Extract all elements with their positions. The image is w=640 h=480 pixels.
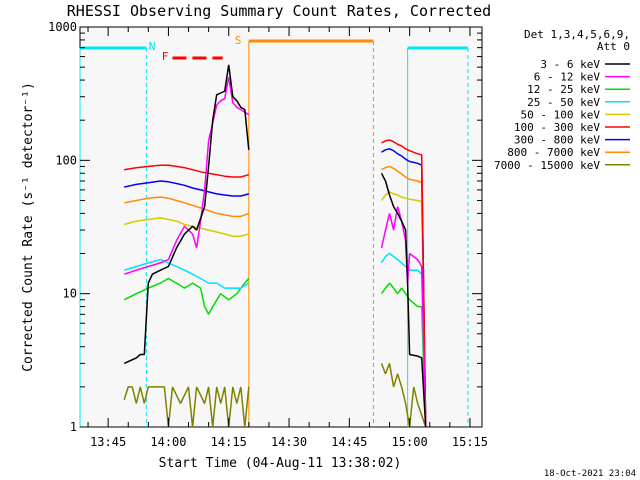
series-line-6-12-kev	[123, 77, 427, 428]
marker-label-s: S	[235, 34, 242, 47]
series-layer	[123, 64, 427, 428]
x-axis-label: Start Time (04-Aug-11 13:38:02)	[159, 456, 402, 471]
x-tick-label: 13:45	[90, 435, 126, 449]
series-line-7000-15000-kev	[123, 363, 427, 428]
plot-area	[79, 26, 483, 428]
axes-layer: 1 10 100 1000 13:45 14:00 14:15 14:30 14:45 15:00…	[48, 20, 488, 449]
x-tick-label: 15:15	[452, 435, 488, 449]
footer-timestamp: 18-Oct-2021 23:04	[544, 469, 636, 479]
chart-title: RHESSI Observing Summary Count Rates, Co…	[67, 2, 491, 20]
x-tick-label: 15:00	[392, 435, 428, 449]
legend-header-line: Det 1,3,4,5,6,9,	[524, 28, 630, 41]
legend-entry-label: 300 - 800 keV	[514, 134, 600, 147]
series-line-3-6-kev	[123, 64, 427, 428]
legend-entry-label: 12 - 25 keV	[527, 83, 600, 96]
legend-entry-label: 100 - 300 keV	[514, 121, 600, 134]
legend-entry-label: 3 - 6 keV	[540, 58, 600, 71]
markers-layer: NF S	[149, 34, 242, 63]
legend-header-line: Att 0	[597, 40, 630, 53]
y-tick-label: 1	[70, 420, 77, 434]
legend-entry-label: 25 - 50 keV	[527, 96, 600, 109]
x-tick-label: 14:15	[211, 435, 247, 449]
series-line-100-300-kev	[124, 139, 427, 428]
x-tick-label: 14:30	[271, 435, 307, 449]
x-tick-label: 14:00	[150, 435, 186, 449]
marker-label-n: N	[149, 40, 156, 53]
legend-entry-label: 6 - 12 keV	[534, 71, 601, 84]
series-line-800-7000-kev	[124, 165, 427, 428]
y-tick-label: 1000	[48, 20, 77, 34]
legend-entry-label: 7000 - 15000 keV	[494, 159, 600, 172]
y-tick-label: 10	[63, 287, 77, 301]
intervals-layer	[79, 39, 469, 427]
legend-entry-label: 800 - 7000 keV	[507, 146, 600, 159]
legend-entry-label: 50 - 100 keV	[521, 108, 601, 121]
marker-label-f: F	[162, 50, 169, 63]
series-line-12-25-kev	[123, 277, 427, 428]
x-tick-label: 14:45	[331, 435, 367, 449]
y-tick-label: 100	[55, 153, 77, 167]
series-line-25-50-kev	[123, 252, 427, 428]
series-line-300-800-kev	[124, 148, 427, 428]
y-axis-label: Corrected Count Rate (s⁻¹ detector⁻¹)	[21, 82, 36, 372]
